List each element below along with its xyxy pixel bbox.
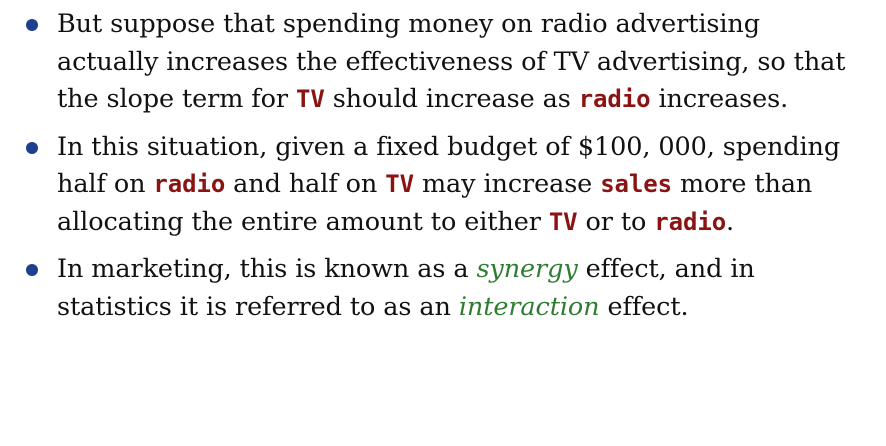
text-segment: . — [726, 206, 735, 237]
text-segment: increases. — [650, 84, 789, 114]
code-term-sales: sales — [600, 170, 672, 198]
bullet-dot-icon — [26, 19, 38, 31]
text-segment: may increase — [413, 169, 601, 199]
emphasis-term-synergy: synergy — [476, 254, 578, 284]
code-term-tv: TV — [295, 85, 325, 113]
code-term-tv: TV — [548, 207, 578, 236]
text-segment: But suppose that spending money on radio… — [57, 9, 846, 114]
text-segment: effect. — [599, 291, 689, 322]
text-segment: or to — [577, 206, 655, 237]
code-term-radio: radio — [654, 207, 727, 236]
text-segment: more than allocating the entire amount t… — [57, 169, 813, 237]
text-segment: should increase as — [324, 84, 579, 114]
bullet-dot-icon — [26, 141, 38, 154]
text-segment: In this situation, given a fixed budget … — [57, 131, 841, 200]
bullet-text: But suppose that spending money on radio… — [57, 9, 846, 114]
bullet-item: But suppose that spending money on radio… — [22, 6, 866, 119]
code-term-radio: radio — [578, 85, 651, 113]
text-segment: In marketing, this is known as a — [57, 254, 477, 284]
bullet-text: In marketing, this is known as a synergy… — [57, 254, 755, 322]
text-segment: and half on — [225, 169, 386, 199]
bullet-item: In marketing, this is known as a synergy… — [22, 251, 866, 326]
bullet-list: But suppose that spending money on radio… — [22, 6, 866, 326]
bullet-dot-icon — [26, 264, 38, 276]
code-term-radio: radio — [153, 170, 226, 198]
emphasis-term-interaction: interaction — [458, 291, 600, 322]
text-segment: effect, and in statistics it is referred… — [57, 254, 755, 322]
bullet-text: In this situation, given a fixed budget … — [57, 132, 840, 237]
bullet-item: In this situation, given a fixed budget … — [22, 129, 866, 242]
code-term-tv: TV — [385, 170, 414, 198]
